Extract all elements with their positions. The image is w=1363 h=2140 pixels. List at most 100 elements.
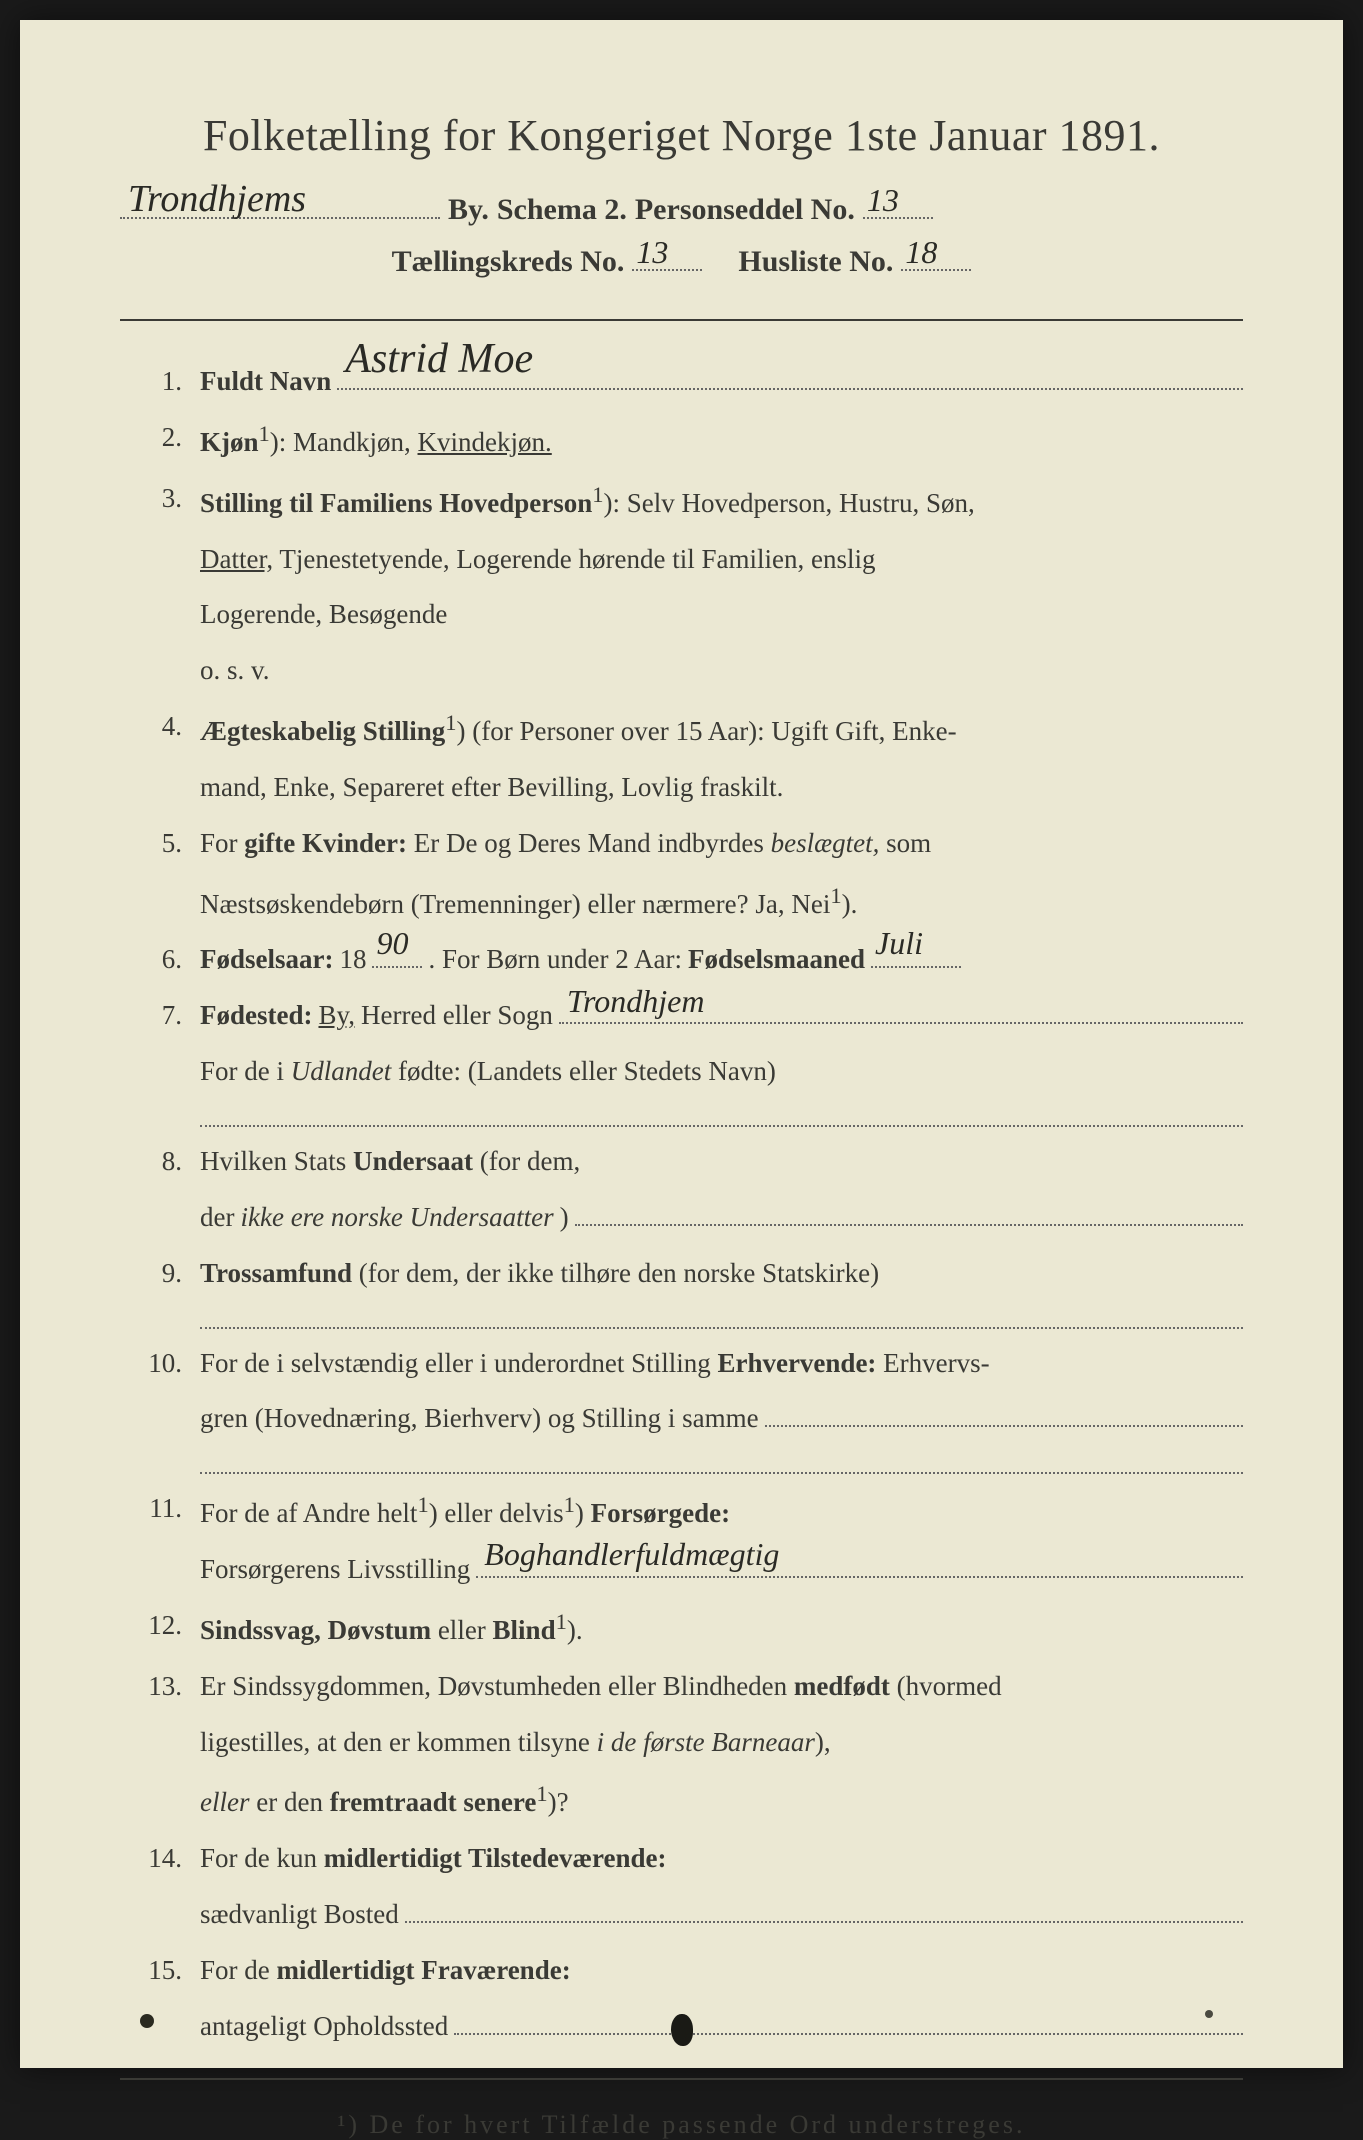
e8-l2b: ikke ere norske Undersaatter <box>240 1197 553 1239</box>
month-hw: Juli <box>875 919 923 969</box>
e11-l2: Forsørgerens Livsstilling <box>200 1549 470 1591</box>
e13-l3b: er den <box>249 1787 329 1817</box>
entry-5-cont: Næstsøskendebørn (Tremenninger) eller næ… <box>140 879 1243 926</box>
entry-13-cont1: ligestilles, at den er kommen tilsyne i … <box>140 1722 1243 1764</box>
entry-num: 8. <box>140 1141 200 1183</box>
by-label: By. <box>448 193 489 227</box>
bosted-field <box>405 1896 1243 1923</box>
entry-num: 12. <box>140 1605 200 1647</box>
entry-8-cont: der ikke ere norske Undersaatter) <box>140 1197 1243 1239</box>
entry-num: 5. <box>140 823 200 865</box>
forsorger-hw: Boghandlerfuldmægtig <box>484 1530 779 1580</box>
dotted-blank-9 <box>200 1309 1243 1329</box>
e5-l1d: beslægtet, <box>771 828 880 858</box>
stilling-selected: Datter, <box>200 544 273 574</box>
city-field: Trondhjems <box>120 189 440 219</box>
entry-8: 8. Hvilken Stats Undersaat (for dem, <box>140 1141 1243 1183</box>
e8-l2c: ) <box>560 1197 569 1239</box>
e15-l1a: For de <box>200 1955 277 1985</box>
e11-l1d: Forsørgede: <box>591 1498 730 1528</box>
e12-label2: Blind <box>493 1615 556 1645</box>
entry-num: 7. <box>140 995 200 1037</box>
e13-l3c: fremtraadt senere <box>330 1787 537 1817</box>
entry-11-cont: Forsørgerens Livsstilling Boghandlerfuld… <box>140 1549 1243 1591</box>
e7-l2c: fødte: (Landets eller Stedets Navn) <box>391 1056 776 1086</box>
entry-3: 3. Stilling til Familiens Hovedperson1):… <box>140 478 1243 525</box>
speck-icon <box>1205 2010 1213 2018</box>
e7-l2a: For de i <box>200 1056 291 1086</box>
opholdssted-field <box>454 2008 1243 2035</box>
e5-l2: Næstsøskendebørn (Tremenninger) eller næ… <box>200 889 830 919</box>
label-fodselsaar: Fødselsaar: <box>200 939 333 981</box>
entry-6: 6. Fødselsaar: 1890 . For Børn under 2 A… <box>140 939 1243 981</box>
header-line-2: Tællingskreds No. 13 Husliste No. 18 <box>120 245 1243 279</box>
personseddel-field: 13 <box>863 217 933 219</box>
ink-blob-icon <box>671 2014 693 2046</box>
entry-9: 9. Trossamfund (for dem, der ikke tilhør… <box>140 1253 1243 1295</box>
e11-l1a: For de af Andre helt <box>200 1498 417 1528</box>
label-kjon: Kjøn <box>200 427 259 457</box>
e14-l2: sædvanligt Bosted <box>200 1894 399 1936</box>
entry-7: 7. Fødested: By, Herred eller Sogn Trond… <box>140 995 1243 1037</box>
entry-num: 10. <box>140 1343 200 1385</box>
entry-7-cont: For de i Udlandet fødte: (Landets eller … <box>140 1051 1243 1093</box>
entry-11: 11. For de af Andre helt1) eller delvis1… <box>140 1488 1243 1535</box>
place-hw: Trondhjem <box>567 977 705 1027</box>
e5-l1c: Er De og Deres Mand indbyrdes <box>407 828 771 858</box>
entry-num: 1. <box>140 361 200 403</box>
sup: 1 <box>564 1492 575 1517</box>
erhverv-field <box>765 1400 1243 1427</box>
personseddel-no: 13 <box>867 182 899 219</box>
sup: 1 <box>259 421 270 446</box>
month-field: Juli <box>871 966 961 968</box>
speck-icon <box>140 2014 154 2028</box>
schema-label: Schema 2. <box>497 193 627 227</box>
entry-13-cont2: eller er den fremtraadt senere1)? <box>140 1777 1243 1824</box>
e12-label: Sindssvag, Døvstum <box>200 1615 431 1645</box>
name-handwritten: Astrid Moe <box>345 327 533 392</box>
label-stilling: Stilling til Familiens Hovedperson <box>200 488 592 518</box>
e11-l1c: ) <box>575 1498 591 1528</box>
dotted-blank-7 <box>200 1107 1243 1127</box>
entry-num: 14. <box>140 1838 200 1880</box>
year-prefix: 18 <box>339 939 366 981</box>
e15-l2: antageligt Opholdssted <box>200 2006 448 2048</box>
sup: 1 <box>417 1492 428 1517</box>
sup: 1 <box>445 710 456 735</box>
e8-l1c: (for dem, <box>473 1146 580 1176</box>
personseddel-label: Personseddel No. <box>635 193 855 227</box>
entry-3-cont3: o. s. v. <box>140 650 1243 692</box>
entry-num: 4. <box>140 706 200 748</box>
kreds-no: 13 <box>636 234 668 271</box>
kjon-selected: Kvindekjøn. <box>418 427 552 457</box>
e11-l1b: ) eller delvis <box>429 1498 564 1528</box>
entry-10: 10. For de i selvstændig eller i underor… <box>140 1343 1243 1385</box>
kreds-label: Tællingskreds No. <box>392 245 625 279</box>
entry-num: 15. <box>140 1950 200 1992</box>
e5-end: ). <box>842 889 858 919</box>
e13-l1c: (hvormed <box>890 1671 1002 1701</box>
footnote: ¹) De for hvert Tilfælde passende Ord un… <box>120 2110 1243 2140</box>
divider-bottom <box>120 2078 1243 2080</box>
kreds-field: 13 <box>632 269 702 271</box>
e10-l1b: Erhvervende: <box>717 1348 876 1378</box>
dotted-blank-10 <box>200 1454 1243 1474</box>
entry-3-cont1: Datter, Tjenestetyende, Logerende hørend… <box>140 539 1243 581</box>
e10-l2: gren (Hovednæring, Bierhverv) og Stillin… <box>200 1398 759 1440</box>
place-field: Trondhjem <box>559 997 1243 1024</box>
entry-num: 3. <box>140 478 200 520</box>
city-handwritten: Trondhjems <box>128 177 306 221</box>
husliste-no: 18 <box>905 234 937 271</box>
sup: 1 <box>536 1781 547 1806</box>
forsorger-field: Boghandlerfuldmægtig <box>476 1551 1243 1578</box>
e7-by: By, <box>318 995 355 1037</box>
husliste-field: 18 <box>901 269 971 271</box>
entry-3-cont2: Logerende, Besøgende <box>140 594 1243 636</box>
e14-l1a: For de kun <box>200 1843 324 1873</box>
aegteskab-line1: ) (for Personer over 15 Aar): Ugift Gift… <box>457 716 957 746</box>
e6-mid: . For Børn under 2 Aar: <box>428 939 681 981</box>
label-fodested: Fødested: <box>200 995 312 1037</box>
entry-num: 2. <box>140 417 200 459</box>
entries-list: 1. Fuldt Navn Astrid Moe 2. Kjøn1): Mand… <box>120 361 1243 2048</box>
sup: 1 <box>830 883 841 908</box>
